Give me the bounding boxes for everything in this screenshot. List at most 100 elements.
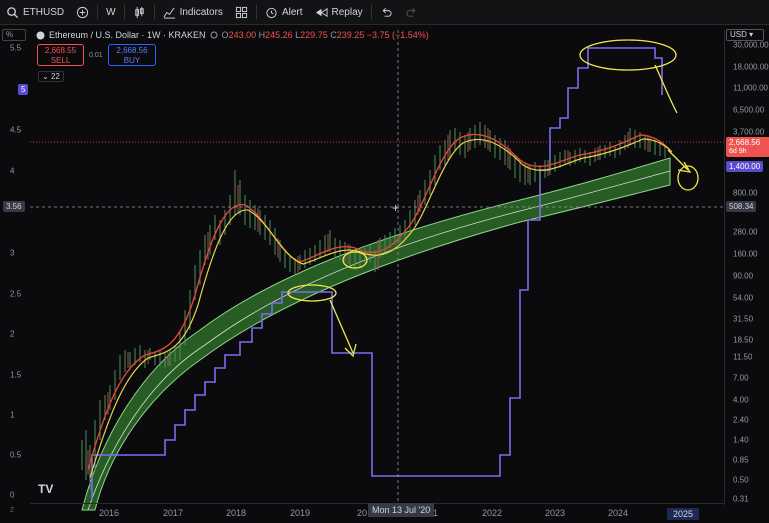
- chart-title: Ethereum / U.S. Dollar · 1W · KRAKEN: [49, 30, 206, 40]
- left-tick: 3: [10, 248, 15, 258]
- symbol-search[interactable]: ETHUSD: [0, 0, 70, 24]
- time-tick: 2017: [162, 508, 184, 518]
- left-tick: 4: [10, 166, 15, 176]
- separator: [255, 5, 257, 19]
- last-price-value: 2,668.56: [729, 138, 761, 147]
- layouts-button[interactable]: [229, 0, 254, 24]
- buy-button[interactable]: 2,668.56 BUY: [108, 44, 156, 66]
- chart-canvas[interactable]: +: [0, 25, 769, 522]
- undo-button[interactable]: [374, 0, 399, 24]
- indicators-label: Indicators: [179, 6, 223, 18]
- sell-button[interactable]: 2,668.55 SELL: [37, 44, 84, 66]
- right-tick: 90.00: [733, 271, 754, 281]
- low-label: L: [295, 30, 301, 40]
- chart-type-button[interactable]: [127, 0, 152, 24]
- left-tick: 2: [10, 329, 15, 339]
- buy-price: 2,668.56: [116, 46, 148, 55]
- right-tick: 0.50: [733, 475, 749, 485]
- right-price-scale[interactable]: 30,000.00 18,000.00 11,000.00 6,500.00 3…: [724, 30, 769, 505]
- alert-label: Alert: [281, 6, 303, 18]
- open-label: O: [221, 30, 229, 40]
- indicators-button[interactable]: Indicators: [157, 0, 229, 24]
- search-icon: [7, 6, 19, 18]
- left-tick: 5.5: [10, 43, 22, 53]
- ohlc-values: O243.00 H245.26 L229.75 C239.25 −3.75 (−…: [222, 30, 429, 40]
- separator: [370, 5, 372, 19]
- redo-button[interactable]: [399, 0, 424, 24]
- left-tick: 0: [10, 490, 15, 500]
- indicators-icon: [163, 7, 175, 19]
- right-tick: 0.85: [733, 455, 749, 465]
- chevron-down-icon: ⌄: [42, 72, 49, 81]
- last-price-tag: 2,668.56 6d 9h: [726, 137, 769, 157]
- right-tick: 280.00: [733, 227, 758, 237]
- undo-icon: [382, 7, 392, 17]
- chart-legend: Ethereum / U.S. Dollar · 1W · KRAKEN O24…: [36, 30, 429, 40]
- sell-price: 2,668.55: [44, 46, 77, 55]
- time-tick: 2016: [98, 508, 120, 518]
- annotations: [287, 39, 699, 358]
- interval-button[interactable]: W: [100, 0, 121, 24]
- band-midline: [87, 170, 671, 511]
- left-tick: 0.5: [10, 450, 22, 460]
- left-tick: 4.5: [10, 125, 22, 135]
- crosshair-price-label: 508.34: [726, 201, 757, 212]
- right-tick: 54.00: [733, 293, 754, 303]
- crosshair-left-label: 3.56: [3, 201, 25, 212]
- right-tick: 4.00: [733, 395, 749, 405]
- plus-circle-icon: [77, 6, 89, 18]
- right-tick: 18,000.00: [733, 62, 769, 72]
- separator: [153, 5, 155, 19]
- time-tick: 2023: [544, 508, 566, 518]
- scale-mode[interactable]: Z: [10, 507, 15, 514]
- candles: [81, 122, 666, 490]
- percent-button[interactable]: %: [2, 29, 26, 41]
- time-tick-highlight: 2025: [666, 508, 700, 520]
- interval-label: W: [106, 6, 116, 18]
- close-label: C: [330, 30, 337, 40]
- left-tick: 1.5: [10, 370, 22, 380]
- open-value: 243.00: [228, 30, 257, 40]
- time-tick: 2024: [607, 508, 629, 518]
- right-tick: 11.50: [733, 352, 753, 362]
- top-toolbar: ETHUSD W Indicators Alert Replay: [0, 0, 769, 25]
- buy-label: BUY: [123, 56, 141, 65]
- rainbow-band: [81, 157, 671, 511]
- market-status-icon: [210, 31, 218, 39]
- candles-icon: [134, 6, 144, 18]
- currency-button[interactable]: USD ▾: [726, 29, 764, 41]
- time-tick: 2018: [225, 508, 247, 518]
- separator: [97, 5, 99, 19]
- bar-countdown: 6d 9h: [729, 148, 747, 155]
- currency-label: USD: [730, 30, 747, 39]
- price-step-line: [91, 47, 663, 500]
- replay-button[interactable]: Replay: [309, 0, 369, 24]
- high-value: 245.26: [265, 30, 293, 40]
- symbol-label: ETHUSD: [23, 6, 65, 18]
- right-tick: 18.50: [733, 335, 754, 345]
- ma-yellow-line: [89, 138, 673, 479]
- time-tick: 20: [356, 508, 368, 518]
- low-value: 229.75: [300, 30, 328, 40]
- time-tick: 2022: [481, 508, 503, 518]
- right-tick: 3,700.00: [733, 127, 765, 137]
- crosshair-cursor-icon: +: [392, 201, 399, 215]
- percent-label: %: [6, 30, 14, 39]
- right-tick: 160.00: [733, 249, 758, 259]
- alert-button[interactable]: Alert: [259, 0, 309, 24]
- right-tick: 7.00: [733, 373, 749, 383]
- high-label: H: [258, 30, 266, 40]
- grid-icon: [235, 6, 248, 18]
- right-tick: 1.40: [733, 435, 749, 445]
- redo-icon: [406, 7, 416, 17]
- compare-button[interactable]: [70, 0, 95, 24]
- right-tick: 31.50: [733, 314, 754, 324]
- symbol-logo-icon: [36, 31, 45, 39]
- indicators-collapse-button[interactable]: ⌄ 22: [38, 71, 64, 82]
- right-tick: 2.40: [733, 415, 749, 425]
- left-tick: 2.5: [10, 289, 22, 299]
- spread-value: 0.01: [89, 52, 103, 59]
- close-value: 239.25: [336, 30, 365, 40]
- left-price-scale[interactable]: 5.5 4.5 4 3 2.5 2 1.5 1 0.5 0: [0, 30, 30, 505]
- rewind-icon: [315, 7, 328, 17]
